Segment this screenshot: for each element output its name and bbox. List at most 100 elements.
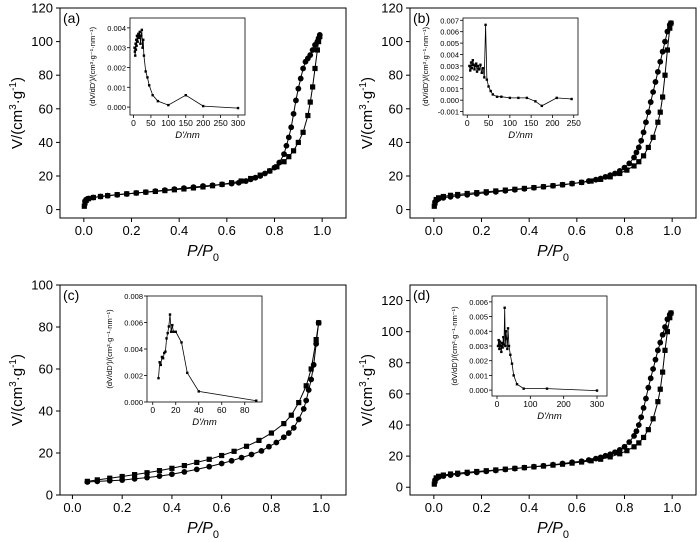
y-tick-label: 120: [31, 1, 53, 16]
y-tick-label: 80: [39, 68, 53, 83]
inset-marker: [509, 353, 512, 357]
x-tick-label: 1.0: [663, 500, 681, 515]
marker-adsorption: [81, 203, 87, 209]
inset-x-tick-label: 150: [179, 118, 193, 128]
inset-marker: [133, 50, 137, 53]
y-tick-label: 20: [39, 169, 53, 184]
inset-y-tick-label: 0.005: [469, 313, 488, 322]
inset-marker: [157, 376, 160, 380]
marker-desorption: [569, 180, 575, 187]
marker-adsorption: [431, 203, 437, 209]
x-tick-label: 0.8: [615, 223, 633, 238]
marker-desorption: [283, 142, 290, 149]
marker-desorption: [645, 109, 652, 116]
inset-marker: [166, 331, 169, 335]
y-tick-label: 40: [39, 135, 53, 150]
y-label-part: ): [9, 77, 26, 82]
marker-desorption: [540, 462, 547, 469]
marker-adsorption: [181, 463, 187, 469]
inset-marker: [484, 23, 487, 27]
marker-desorption: [521, 185, 528, 192]
marker-desorption: [654, 68, 661, 75]
marker-adsorption: [664, 329, 670, 335]
inset-2: 0 20 40 60 80 0.000 0.002 0.004 0.006 0.008 D'/nm (…: [105, 292, 263, 428]
inset-marker: [498, 347, 501, 351]
marker-desorption: [454, 192, 461, 199]
inset-marker: [469, 69, 472, 72]
x-axis-label-main: P/P: [187, 520, 213, 537]
inset-x-tick-label: 250: [567, 118, 581, 128]
inset-y-tick-label: 0.001: [440, 85, 459, 94]
inset-frame: [462, 17, 579, 116]
marker-desorption: [631, 154, 637, 161]
inset-y-tick-label: 0.003: [440, 62, 459, 71]
marker-desorption: [285, 134, 292, 141]
marker-desorption: [621, 443, 628, 450]
inset-marker: [142, 38, 145, 41]
marker-adsorption: [268, 430, 274, 436]
y-axis-label: V/(cm3·g-1): [8, 354, 26, 426]
marker-desorption: [309, 47, 316, 53]
marker-desorption: [633, 428, 640, 435]
marker-adsorption: [624, 167, 630, 173]
y-tick-label: 60: [389, 101, 403, 116]
marker-desorption: [654, 347, 661, 354]
inset-marker: [472, 63, 475, 66]
y-label-part: ·g: [359, 368, 376, 381]
inset-frame: [129, 17, 246, 116]
marker-desorption: [228, 180, 235, 187]
x-tick-label: 0.2: [113, 500, 131, 515]
marker-adsorption: [156, 468, 163, 474]
marker-adsorption: [631, 444, 637, 450]
y-label-part: ·g: [359, 91, 376, 104]
inset-x-tick-label: 200: [545, 118, 559, 128]
marker-desorption: [131, 475, 138, 482]
inset-marker: [469, 61, 473, 64]
inset-x-tick-label: 80: [240, 405, 250, 415]
plot-frame: [59, 7, 347, 219]
inset-y-tick-label: 0.008: [124, 292, 143, 301]
marker-desorption: [144, 474, 150, 481]
marker-desorption: [650, 89, 656, 95]
inset-marker: [151, 94, 154, 97]
inset-x-tick-label: 200: [196, 118, 210, 128]
marker-desorption: [206, 463, 213, 470]
marker-adsorption: [132, 472, 138, 478]
inset-marker: [147, 84, 151, 87]
inset-y-tick-label: 0.006: [440, 28, 459, 37]
x-axis-label: P/P0: [537, 520, 569, 541]
marker-desorption: [638, 414, 645, 421]
marker-desorption: [200, 183, 206, 189]
marker-desorption: [657, 58, 664, 65]
panel-1: 0.0 0.2 0.4 0.6 0.8 1.0020406080100120P/P0V/(…: [358, 1, 697, 264]
x-axis-label-sub: 0: [213, 252, 219, 264]
marker-desorption: [247, 176, 254, 183]
marker-desorption: [647, 375, 654, 382]
y-axis-label: V/(cm3·g-1): [8, 77, 26, 149]
marker-desorption: [293, 97, 299, 104]
marker-desorption: [652, 356, 659, 363]
x-tick-label: 0.4: [170, 223, 188, 238]
y-label-part: ): [359, 77, 376, 82]
y-label-sup: 3: [358, 381, 369, 387]
inset-marker: [172, 330, 175, 333]
marker-desorption: [638, 137, 645, 144]
inset-marker: [485, 78, 489, 81]
marker-desorption: [616, 168, 623, 174]
marker-adsorption: [295, 139, 301, 145]
marker-desorption: [578, 458, 585, 465]
marker-desorption: [152, 188, 159, 195]
y-tick-label: 0: [46, 488, 53, 503]
inset-marker: [138, 30, 141, 34]
marker-desorption: [593, 455, 599, 462]
y-tick-label: 0: [396, 480, 403, 495]
inset-y-tick-label: 0.004: [469, 327, 488, 336]
inset-marker: [470, 67, 474, 70]
inset-marker: [525, 96, 529, 100]
marker-adsorption: [290, 148, 297, 154]
inset-marker: [479, 63, 482, 66]
x-tick-label: 0.4: [163, 500, 181, 515]
inset-x-tick-label: 200: [557, 399, 571, 409]
marker-desorption: [585, 457, 592, 463]
marker-desorption: [303, 397, 310, 404]
